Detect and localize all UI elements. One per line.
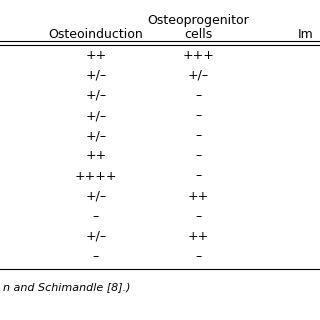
Text: ++: ++ bbox=[85, 149, 107, 162]
Text: –: – bbox=[195, 250, 202, 263]
Text: +/–: +/– bbox=[85, 69, 107, 82]
Text: n and Schimandle [8].): n and Schimandle [8].) bbox=[3, 282, 131, 292]
Text: –: – bbox=[93, 210, 99, 223]
Text: Im: Im bbox=[298, 28, 313, 41]
Text: cells: cells bbox=[184, 28, 212, 41]
Text: –: – bbox=[195, 210, 202, 223]
Text: +/–: +/– bbox=[85, 190, 107, 203]
Text: –: – bbox=[195, 129, 202, 142]
Text: +/–: +/– bbox=[85, 129, 107, 142]
Text: +/–: +/– bbox=[85, 89, 107, 102]
Text: ++: ++ bbox=[188, 190, 209, 203]
Text: –: – bbox=[195, 149, 202, 162]
Text: +/–: +/– bbox=[85, 230, 107, 243]
Text: +/–: +/– bbox=[188, 69, 209, 82]
Text: ++: ++ bbox=[188, 230, 209, 243]
Text: Osteoinduction: Osteoinduction bbox=[49, 28, 143, 41]
Text: +/–: +/– bbox=[85, 109, 107, 122]
Text: –: – bbox=[93, 250, 99, 263]
Text: –: – bbox=[195, 170, 202, 182]
Text: –: – bbox=[195, 109, 202, 122]
Text: ++++: ++++ bbox=[75, 170, 117, 182]
Text: Osteoprogenitor: Osteoprogenitor bbox=[148, 14, 249, 27]
Text: +++: +++ bbox=[182, 49, 214, 61]
Text: –: – bbox=[195, 89, 202, 102]
Text: ++: ++ bbox=[85, 49, 107, 61]
